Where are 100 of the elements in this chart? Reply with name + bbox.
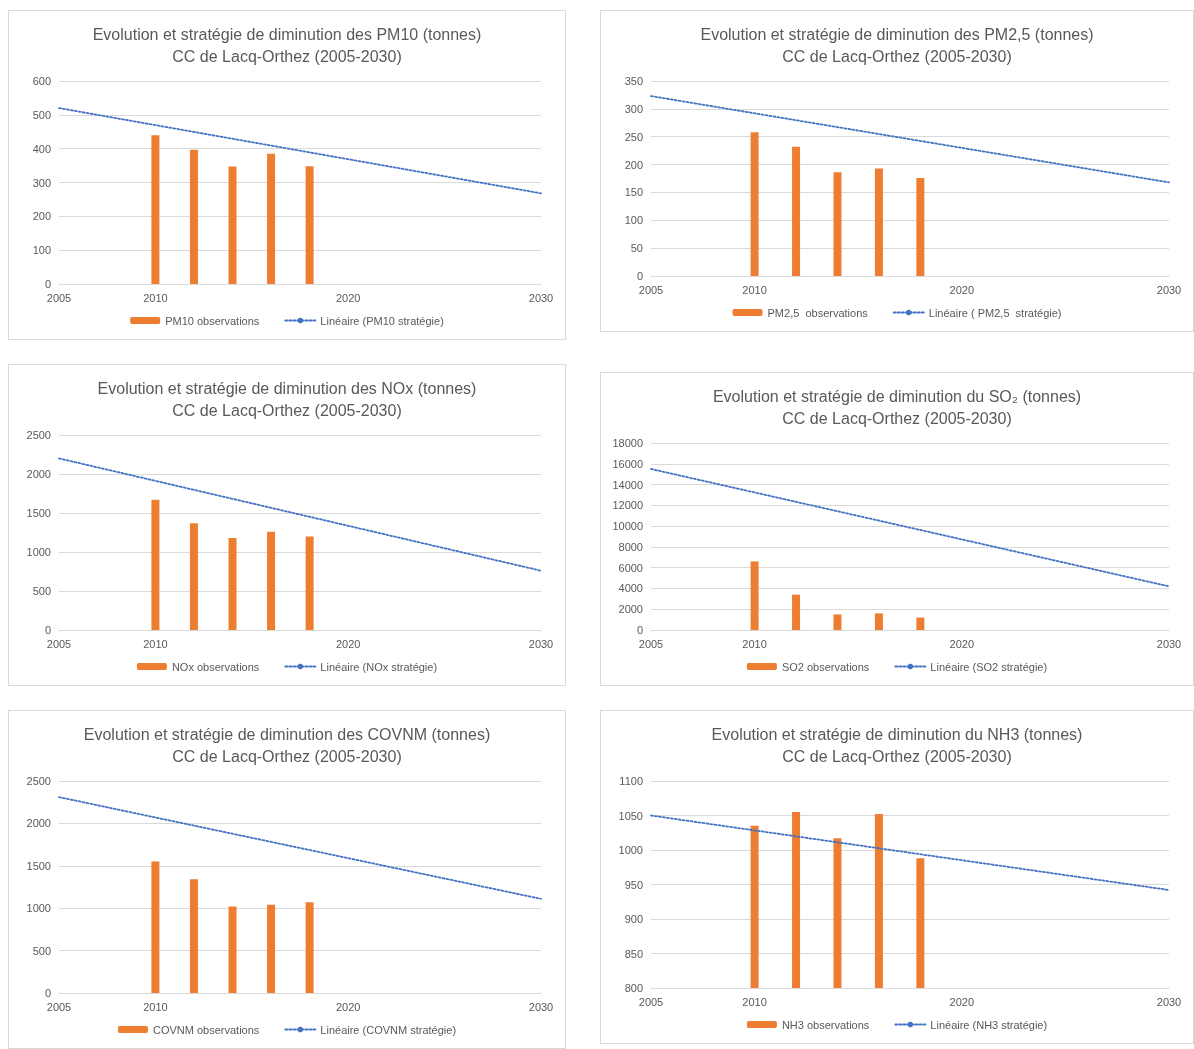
legend-label: NH3 observations <box>781 1018 870 1031</box>
y-tick-label: 900 <box>624 913 643 925</box>
y-tick-label: 150 <box>624 186 643 199</box>
y-tick-label: 850 <box>624 947 643 960</box>
legend-label: Linéaire ( PM2,5 stratégie) <box>928 306 1062 319</box>
bar <box>833 614 842 630</box>
y-tick-label: 6000 <box>618 561 643 574</box>
bar <box>189 149 198 284</box>
chart-title: Evolution et stratégie de diminution des COVNM (tonnes) <box>83 725 491 743</box>
y-tick-label: 800 <box>624 982 643 994</box>
y-tick-label: 1500 <box>26 859 51 872</box>
x-tick-label: 2030 <box>528 637 554 650</box>
y-tick-label: 0 <box>636 270 643 282</box>
x-tick-label: 2020 <box>949 637 975 650</box>
legend-label: PM2,5 observations <box>767 306 869 319</box>
x-tick-label: 2005 <box>46 1000 72 1013</box>
y-tick-label: 1000 <box>26 902 51 915</box>
y-tick-label: 100 <box>32 244 51 257</box>
x-tick-label: 2005 <box>638 637 664 650</box>
bar <box>267 153 276 284</box>
y-tick-label: 300 <box>624 102 643 115</box>
bar <box>151 135 160 284</box>
bar <box>267 531 276 630</box>
bar <box>189 523 198 630</box>
y-tick-label: 50 <box>630 242 643 255</box>
y-tick-label: 200 <box>624 158 643 171</box>
y-tick-label: 500 <box>32 944 51 957</box>
chart-subtitle: CC de Lacq-Orthez (2005-2030) <box>172 401 402 419</box>
y-tick-label: 0 <box>44 987 51 999</box>
x-tick-label: 2020 <box>335 637 361 650</box>
bar <box>267 904 276 993</box>
bar <box>874 613 883 630</box>
bar <box>750 132 759 276</box>
y-tick-label: 18000 <box>612 437 643 449</box>
x-tick-label: 2030 <box>1156 637 1182 650</box>
bar <box>151 499 160 630</box>
y-tick-label: 0 <box>44 278 51 290</box>
y-tick-label: 300 <box>32 176 51 189</box>
y-tick-label: 8000 <box>618 540 643 553</box>
y-tick-label: 1100 <box>619 775 643 787</box>
legend-label: NOx observations <box>171 660 260 673</box>
bar <box>792 146 801 276</box>
bar <box>792 594 801 630</box>
x-tick-label: 2030 <box>1156 995 1182 1008</box>
y-tick-label: 4000 <box>618 582 643 595</box>
legend-label: Linéaire (SO2 stratégie) <box>930 660 1048 673</box>
y-tick-label: 1050 <box>618 809 643 822</box>
y-tick-label: 2000 <box>618 603 643 616</box>
x-tick-label: 2020 <box>949 995 975 1008</box>
legend-label: Linéaire (COVNM stratégie) <box>320 1023 457 1036</box>
bar <box>305 536 314 630</box>
x-tick-label: 2010 <box>742 283 767 296</box>
chart-subtitle: CC de Lacq-Orthez (2005-2030) <box>172 47 402 65</box>
x-tick-label: 2030 <box>528 291 554 304</box>
chart-subtitle: CC de Lacq-Orthez (2005-2030) <box>782 747 1012 765</box>
y-tick-label: 0 <box>636 624 643 636</box>
chart-subtitle: CC de Lacq-Orthez (2005-2030) <box>782 47 1012 65</box>
y-tick-label: 2500 <box>26 775 51 787</box>
chart-title: Evolution et stratégie de diminution du NH3 (tonnes) <box>711 725 1083 743</box>
chart-title: Evolution et stratégie de diminution du SO₂ (tonnes) <box>712 387 1082 405</box>
y-tick-label: 1500 <box>26 507 51 519</box>
bar <box>228 906 237 993</box>
x-tick-label: 2005 <box>638 995 664 1008</box>
y-tick-label: 10000 <box>612 520 643 533</box>
y-tick-label: 1000 <box>26 546 51 558</box>
bar <box>874 168 883 276</box>
chart-subtitle: CC de Lacq-Orthez (2005-2030) <box>172 747 402 765</box>
x-tick-label: 2005 <box>638 283 664 296</box>
x-tick-label: 2030 <box>528 1000 554 1013</box>
y-tick-label: 100 <box>624 214 643 227</box>
bar <box>750 561 759 630</box>
x-tick-label: 2010 <box>143 291 168 304</box>
bar <box>228 166 237 284</box>
bar <box>916 617 925 630</box>
x-tick-label: 2020 <box>335 291 361 304</box>
y-tick-label: 1000 <box>618 844 643 856</box>
y-tick-label: 16000 <box>612 457 643 470</box>
bar <box>151 861 160 993</box>
legend-label: Linéaire (NH3 stratégie) <box>930 1018 1048 1031</box>
y-tick-label: 250 <box>624 130 643 143</box>
y-tick-label: 350 <box>624 75 643 87</box>
chart-title: Evolution et stratégie de diminution des PM10 (tonnes) <box>92 25 482 43</box>
chart-subtitle: CC de Lacq-Orthez (2005-2030) <box>782 409 1012 427</box>
x-tick-label: 2010 <box>143 1000 168 1013</box>
x-tick-label: 2020 <box>335 1000 361 1013</box>
y-tick-label: 2000 <box>26 817 51 830</box>
y-tick-label: 600 <box>32 75 51 87</box>
y-tick-label: 950 <box>624 878 643 891</box>
x-tick-label: 2030 <box>1156 283 1182 296</box>
bar <box>305 902 314 993</box>
x-tick-label: 2010 <box>742 995 767 1008</box>
legend-label: Linéaire (PM10 stratégie) <box>320 314 444 327</box>
y-tick-label: 500 <box>32 585 51 597</box>
y-tick-label: 12000 <box>612 499 643 512</box>
legend-label: Linéaire (NOx stratégie) <box>320 660 438 673</box>
x-tick-label: 2020 <box>949 283 975 296</box>
y-tick-label: 14000 <box>612 478 643 491</box>
bar <box>189 879 198 993</box>
y-tick-label: 2000 <box>26 468 51 480</box>
chart-title: Evolution et stratégie de diminution des NOx (tonnes) <box>97 379 477 397</box>
